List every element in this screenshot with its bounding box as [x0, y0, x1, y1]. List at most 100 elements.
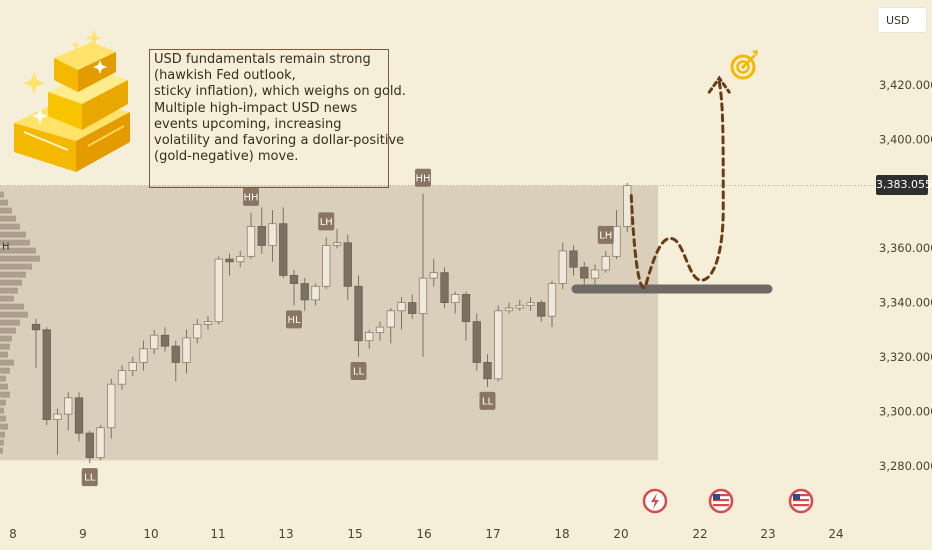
y-tick-label: 3,360.000 [879, 241, 932, 255]
candle-body [504, 307, 514, 312]
time-axis[interactable]: 8 9 10 11 13 15 16 17 18 20 22 23 24 [9, 527, 843, 541]
volume-profile-bar [0, 247, 36, 254]
structure-label-badge [479, 391, 496, 410]
volume-profile-bar [0, 271, 26, 278]
candle-body [343, 242, 352, 287]
structure-label-ll: LL [81, 468, 98, 487]
candle-body [236, 255, 245, 263]
candle-body [537, 302, 546, 317]
candle-body [42, 329, 51, 420]
candle-body [96, 427, 105, 459]
candle-body [375, 326, 385, 333]
candle-body [418, 277, 428, 314]
volume-profile-bar [0, 295, 14, 302]
y-tick-label: 3,280.000 [879, 459, 932, 473]
volume-profile-bar [0, 423, 8, 430]
candle-body [590, 269, 600, 279]
volume-profile-bar [0, 327, 16, 334]
x-tick-label: 18 [554, 527, 569, 541]
structure-label-text: HH [243, 192, 258, 203]
candle-body [547, 283, 557, 317]
candle-body [289, 274, 299, 284]
structure-label-badge [286, 310, 302, 329]
volume-profile-bar [0, 311, 28, 318]
y-tick-label: 3,340.000 [879, 296, 932, 310]
volume-profile-bar [0, 447, 3, 454]
candle-body [440, 272, 449, 303]
candle-body [451, 294, 460, 304]
candle-body [354, 285, 363, 342]
volume-profile-bar [0, 391, 10, 398]
structure-label-hl: HL [286, 310, 302, 329]
annotation-line: (gold-negative) move. [154, 149, 299, 165]
structure-label-lh: LH [318, 212, 335, 231]
structure-label-badge [243, 187, 259, 206]
candle-body [193, 323, 202, 339]
volume-profile-bar [0, 223, 20, 230]
candle-body [225, 258, 234, 263]
volume-profile-bar [0, 335, 12, 342]
annotation-line: volatility and favoring a dollar-positiv… [154, 133, 405, 149]
annotation-line: events upcoming, increasing [154, 116, 342, 132]
candle-body [408, 302, 417, 314]
x-tick-label: 17 [485, 527, 500, 541]
structure-label-h: H [2, 241, 10, 252]
structure-label-badge [415, 168, 431, 187]
lightning-icon[interactable] [642, 488, 668, 514]
candle-body [128, 362, 137, 372]
x-tick-label: 22 [692, 527, 707, 541]
candle-body [150, 334, 159, 350]
volume-profile-bar [0, 407, 4, 414]
candles [31, 182, 632, 464]
candle-body [74, 397, 84, 434]
candle-body [526, 302, 535, 306]
structure-label-text: HH [415, 173, 430, 184]
structure-label-text: LL [482, 396, 494, 407]
volume-profile-bar [0, 431, 5, 438]
volume-profile-bar [0, 439, 4, 446]
candle-body [171, 345, 180, 363]
candle-body [429, 272, 438, 279]
y-tick-label: 3,420.000 [879, 78, 932, 92]
current-price-label: 3,383.055 [876, 175, 932, 195]
target-icon [730, 50, 758, 80]
volume-profile-bar [0, 367, 10, 374]
volume-profile-bar [0, 207, 12, 214]
currency-button[interactable]: USD [877, 7, 927, 33]
candle-body [332, 242, 342, 246]
x-tick-label: 23 [760, 527, 775, 541]
structure-label-badge [597, 225, 614, 244]
us-flag-icon[interactable] [788, 488, 814, 514]
structure-label-badge [350, 362, 367, 380]
candle-body [64, 397, 73, 415]
candle-body [365, 332, 374, 342]
gold-bars-icon [14, 30, 130, 172]
structure-label-ll: LL [350, 362, 367, 380]
structure-label-lh: LH [597, 225, 614, 244]
us-flag-icon[interactable] [708, 488, 734, 514]
candle-body [182, 337, 191, 363]
volume-profile-bar [0, 359, 14, 366]
candle-body [515, 304, 524, 309]
volume-profile-bar [0, 415, 6, 422]
volume-profile-bar [0, 287, 18, 294]
candle-body [279, 223, 288, 276]
volume-profile-bar [0, 255, 40, 262]
projection-path [629, 80, 725, 290]
structure-label-text: H [2, 241, 10, 252]
x-tick-label: 8 [9, 527, 17, 541]
candle-body [139, 348, 148, 363]
candle-body [461, 294, 471, 323]
y-tick-label: 3,400.000 [879, 132, 932, 146]
structure-label-text: LL [353, 367, 365, 378]
price-axis[interactable]: 3,280.000 3,300.000 3,320.000 3,340.000 3,36… [879, 78, 932, 473]
candle-body [601, 255, 610, 271]
candle-body [107, 383, 116, 429]
volume-profile-bar [0, 399, 6, 406]
candle-body [494, 310, 503, 380]
candle-body [322, 245, 331, 287]
x-tick-label: 9 [79, 527, 87, 541]
volume-profile-bar [0, 263, 32, 270]
